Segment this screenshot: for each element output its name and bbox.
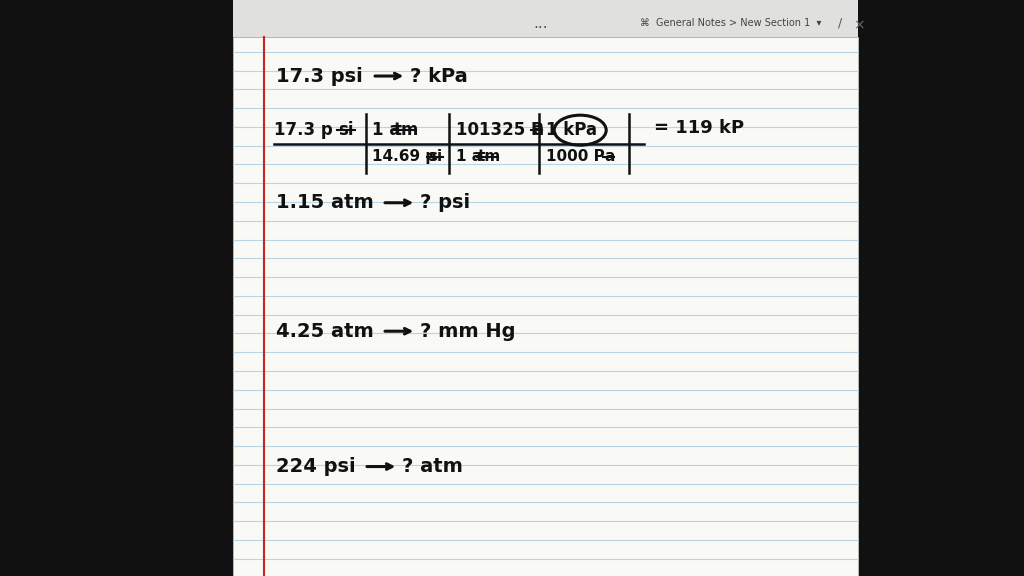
Text: a: a bbox=[532, 121, 544, 139]
Text: 1 kPa: 1 kPa bbox=[546, 121, 597, 139]
Text: tm: tm bbox=[478, 149, 502, 164]
Text: si: si bbox=[428, 149, 442, 164]
Text: 4.25 atm: 4.25 atm bbox=[276, 322, 374, 340]
Text: ? psi: ? psi bbox=[420, 194, 470, 212]
Text: si: si bbox=[338, 121, 353, 139]
Text: ...: ... bbox=[534, 16, 548, 31]
Text: 17.3 psi: 17.3 psi bbox=[276, 67, 362, 85]
Text: 14.69 p: 14.69 p bbox=[372, 149, 436, 164]
Text: 1.15 atm: 1.15 atm bbox=[276, 194, 374, 212]
Text: ⌘  General Notes > New Section 1  ▾: ⌘ General Notes > New Section 1 ▾ bbox=[640, 18, 821, 28]
Bar bbox=[233, 37, 858, 576]
Text: ? mm Hg: ? mm Hg bbox=[420, 322, 516, 340]
Text: ? atm: ? atm bbox=[402, 457, 463, 476]
Text: ×: × bbox=[853, 18, 864, 32]
Text: tm: tm bbox=[394, 121, 420, 139]
Text: ? kPa: ? kPa bbox=[411, 67, 468, 85]
Text: 1 a: 1 a bbox=[372, 121, 400, 139]
Text: 224 psi: 224 psi bbox=[276, 457, 355, 476]
Text: /: / bbox=[838, 17, 842, 29]
Text: 17.3 p: 17.3 p bbox=[274, 121, 333, 139]
Text: 1000 P: 1000 P bbox=[546, 149, 605, 164]
Text: 101325 P: 101325 P bbox=[457, 121, 544, 139]
Text: 1 a: 1 a bbox=[457, 149, 482, 164]
Text: = 119 kP: = 119 kP bbox=[654, 119, 744, 137]
Bar bbox=[233, 0, 858, 37]
Text: a: a bbox=[604, 149, 614, 164]
